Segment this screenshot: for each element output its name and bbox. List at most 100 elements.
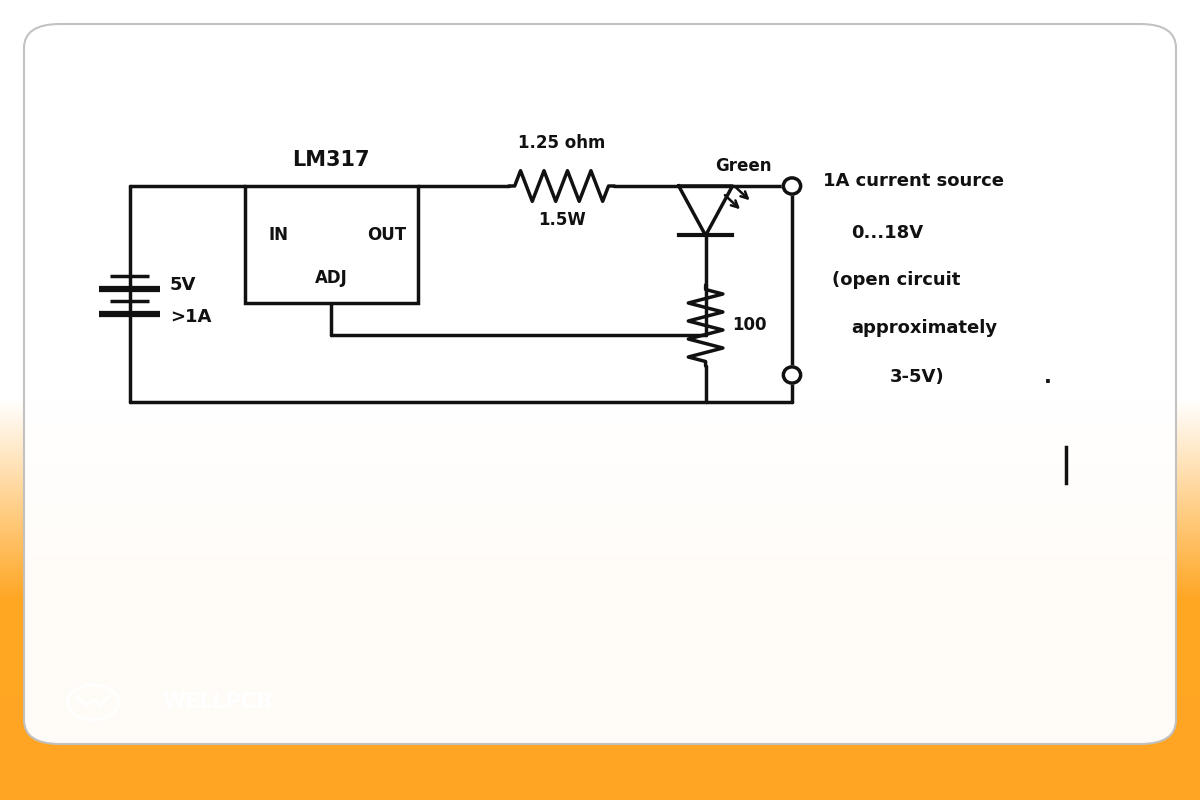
Bar — [0, 716, 1200, 718]
Bar — [0, 367, 1200, 369]
Bar — [0, 377, 1200, 378]
Bar — [0, 84, 1200, 86]
FancyBboxPatch shape — [24, 24, 1176, 744]
Bar — [0, 270, 1200, 271]
Bar — [0, 81, 1200, 82]
Bar — [0, 450, 1200, 452]
Bar — [0, 713, 1200, 714]
Bar — [0, 330, 1200, 332]
Bar — [0, 414, 1200, 415]
Bar — [0, 177, 1200, 178]
Bar — [0, 438, 1200, 439]
Bar — [0, 614, 1200, 615]
Bar — [0, 150, 1200, 151]
Bar — [0, 465, 1200, 466]
Bar — [0, 516, 1200, 518]
Bar — [0, 385, 1200, 386]
Bar — [0, 636, 1200, 638]
Bar — [0, 407, 1200, 409]
Bar — [0, 415, 1200, 417]
Bar — [0, 94, 1200, 95]
Bar — [0, 740, 1200, 742]
Bar — [0, 310, 1200, 311]
Bar — [0, 631, 1200, 633]
Bar — [0, 718, 1200, 719]
Bar — [0, 462, 1200, 463]
Bar — [0, 562, 1200, 564]
Bar — [0, 316, 1200, 318]
Bar — [0, 780, 1200, 782]
Bar — [0, 662, 1200, 663]
Bar — [0, 255, 1200, 257]
Bar — [0, 513, 1200, 514]
Bar — [0, 620, 1200, 622]
Bar — [0, 657, 1200, 658]
Bar — [0, 302, 1200, 303]
Bar — [0, 705, 1200, 706]
Bar — [0, 486, 1200, 487]
Bar — [0, 383, 1200, 385]
Bar — [0, 359, 1200, 361]
Bar — [0, 116, 1200, 118]
Bar — [0, 260, 1200, 262]
Bar — [0, 110, 1200, 111]
Bar — [0, 234, 1200, 236]
Bar — [0, 250, 1200, 252]
Bar — [0, 641, 1200, 642]
Bar — [0, 137, 1200, 138]
Bar — [0, 719, 1200, 721]
Bar — [0, 431, 1200, 433]
Bar — [0, 25, 1200, 26]
Bar — [0, 423, 1200, 425]
Bar — [0, 721, 1200, 722]
Bar — [0, 249, 1200, 250]
Bar — [0, 753, 1200, 754]
Bar — [0, 708, 1200, 710]
Bar — [0, 596, 1200, 598]
Bar — [0, 401, 1200, 402]
Bar — [0, 441, 1200, 442]
Bar — [0, 226, 1200, 228]
Bar — [0, 76, 1200, 78]
Bar — [0, 434, 1200, 436]
Bar — [0, 7, 1200, 9]
Bar — [0, 586, 1200, 588]
Bar — [0, 487, 1200, 489]
Bar — [0, 265, 1200, 266]
Bar — [0, 329, 1200, 330]
Bar — [0, 567, 1200, 569]
Bar — [0, 158, 1200, 159]
Bar — [0, 300, 1200, 302]
Bar — [0, 409, 1200, 410]
Bar — [0, 247, 1200, 249]
Bar — [0, 769, 1200, 770]
Bar — [0, 463, 1200, 465]
Bar — [0, 122, 1200, 124]
Bar — [0, 334, 1200, 335]
Bar — [0, 346, 1200, 348]
Bar — [0, 241, 1200, 242]
Bar — [0, 722, 1200, 724]
Bar — [0, 266, 1200, 268]
Bar — [0, 714, 1200, 716]
Bar — [0, 87, 1200, 89]
Bar — [0, 57, 1200, 58]
Bar — [0, 410, 1200, 412]
Bar — [0, 186, 1200, 188]
Bar — [0, 118, 1200, 119]
Bar — [0, 770, 1200, 772]
Bar — [0, 378, 1200, 380]
Bar — [0, 185, 1200, 186]
Bar — [0, 785, 1200, 786]
Bar — [0, 73, 1200, 74]
Bar — [0, 236, 1200, 238]
Bar — [0, 4, 1200, 6]
Bar — [0, 510, 1200, 511]
Bar — [0, 180, 1200, 182]
Bar — [0, 420, 1200, 422]
Bar — [0, 335, 1200, 337]
Bar — [0, 791, 1200, 793]
Bar — [0, 514, 1200, 516]
Bar — [0, 318, 1200, 319]
Bar — [0, 391, 1200, 393]
